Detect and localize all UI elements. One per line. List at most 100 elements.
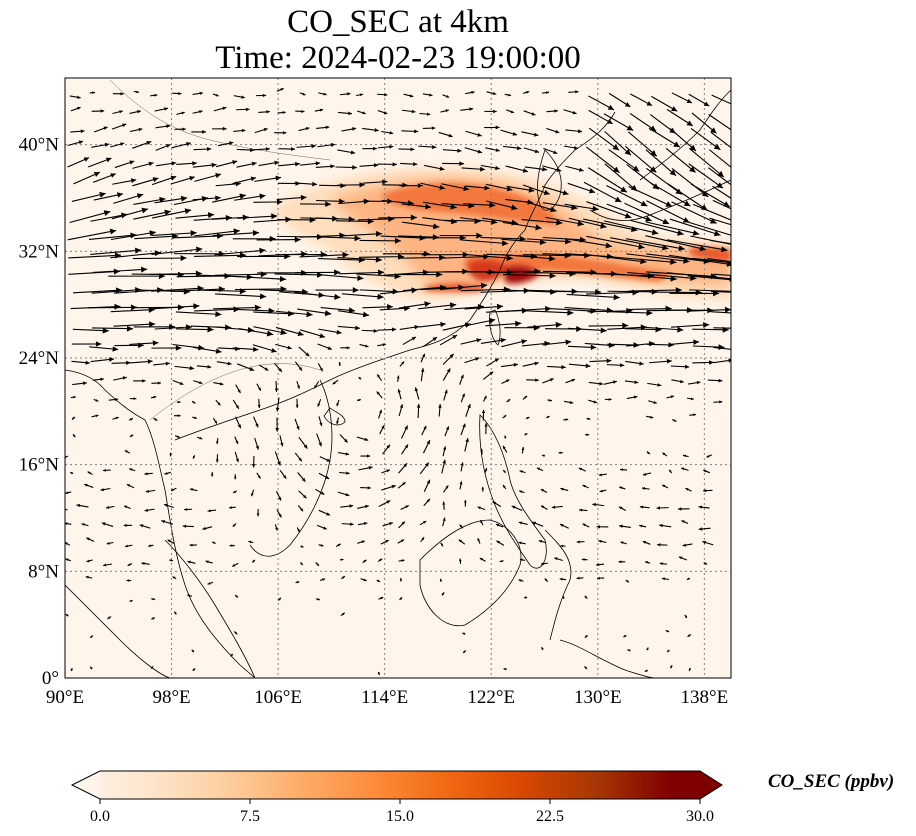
wind-arrow [644,669,648,672]
wind-arrow [314,108,324,112]
wind-arrow [627,131,658,157]
wind-arrow [459,374,464,385]
wind-arrow [481,409,486,421]
wind-arrow [67,140,84,147]
wind-arrow [213,106,227,112]
wind-arrow [706,454,713,458]
wind-arrow [71,341,102,347]
wind-arrow [377,144,394,149]
wind-arrow [710,311,731,314]
wind-arrow [167,539,175,544]
wind-arrow [145,489,156,493]
coast-indochina [249,379,333,557]
wind-arrow [101,522,114,527]
wind-arrow [360,454,371,458]
wind-arrow [133,196,166,205]
wind-arrow [196,436,203,440]
wind-arrow [236,147,255,153]
wind-arrow [134,233,179,240]
wind-arrow [189,543,197,547]
wind-arrow [645,235,707,252]
wind-arrow [237,213,278,220]
wind-arrow [546,127,560,134]
wind-arrow [378,214,417,221]
wind-arrow [295,581,300,584]
wind-arrow [175,311,222,318]
wind-arrow [257,398,261,408]
coast-japan-north [639,89,731,181]
wind-arrow [113,321,156,328]
wind-arrow [692,360,714,365]
wind-arrow [132,161,154,169]
wind-arrow [648,400,657,404]
wind-arrow [356,93,364,97]
wind-arrow [65,613,69,617]
wind-arrow [398,462,408,474]
wind-arrow [598,473,607,477]
wind-arrow [401,109,416,114]
wind-arrow [657,543,668,547]
border-interior [109,79,331,161]
wind-arrow [256,508,260,517]
wind-arrow [128,417,134,421]
wind-arrow [298,346,310,357]
wind-arrow [279,147,296,152]
wind-arrow [423,201,457,210]
wind-arrow [547,365,566,370]
wind-arrow [524,166,548,172]
wind-arrow [230,653,234,657]
wind-arrow [151,381,162,385]
wind-arrow [518,579,524,582]
wind-arrow [441,459,446,474]
wind-arrow [703,469,711,474]
wind-arrow [665,629,670,633]
wind-arrow [482,395,487,402]
wind-arrow [173,611,177,615]
wind-arrow [587,167,628,193]
wind-arrow [332,379,339,385]
wind-arrow [558,451,563,454]
wind-arrow [559,523,569,529]
wind-arrow [192,110,203,114]
wind-arrow [444,304,485,311]
wind-arrow [296,527,301,533]
wind-arrow [398,234,439,241]
wind-arrow [90,357,115,363]
wind-arrow [113,376,127,381]
wind-arrow [667,239,728,253]
wind-arrow [105,505,115,509]
wind-arrow [459,558,462,564]
wind-arrow [712,199,731,210]
wind-arrow [606,203,652,222]
wind-arrow [504,435,507,439]
wind-arrow [151,230,197,237]
wind-arrow [128,468,136,472]
wind-arrow [713,358,731,364]
wind-arrow [667,183,708,211]
wind-arrow [576,540,585,544]
wind-arrow [401,203,432,210]
wind-arrow [191,130,206,134]
wind-arrow [276,509,282,518]
wind-arrow [151,617,156,620]
wind-arrow [439,334,458,346]
wind-arrow [275,397,280,412]
wind-arrow [560,487,569,492]
wind-arrow [234,451,239,463]
wind-arrow [258,160,280,167]
wind-arrow [671,379,684,384]
wind-arrow [521,218,563,226]
wind-arrow [625,238,685,252]
wind-arrow [442,517,446,527]
wind-arrow [568,327,607,334]
wind-arrow [380,539,389,545]
wind-arrow [102,468,111,472]
wind-arrow [275,343,292,350]
wind-arrow [253,416,259,428]
wind-arrow [708,167,731,186]
wind-arrow [420,536,425,543]
wind-arrow [154,107,169,112]
wind-arrow [192,455,196,459]
wind-arrow [423,479,431,492]
